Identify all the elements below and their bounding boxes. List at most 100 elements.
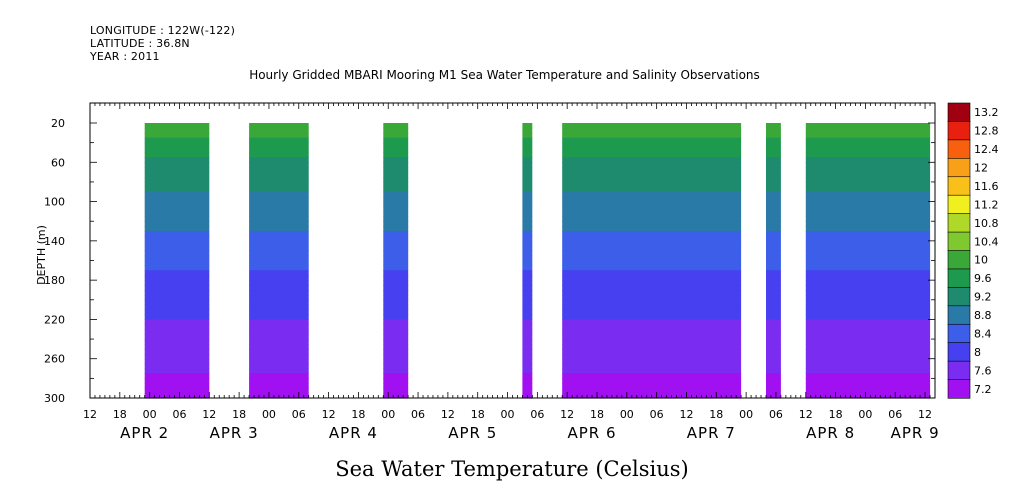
contour-band bbox=[766, 309, 781, 316]
contour-band bbox=[249, 260, 309, 266]
colorbar-tick-label: 9.6 bbox=[974, 272, 992, 285]
contour-band bbox=[805, 231, 931, 237]
contour-band bbox=[522, 344, 533, 350]
contour-band bbox=[805, 383, 931, 389]
contour-band bbox=[766, 186, 781, 193]
contour-band bbox=[805, 260, 931, 266]
contour-band bbox=[805, 324, 931, 330]
contour-band bbox=[562, 275, 742, 281]
x-hour-tick-label: 00 bbox=[262, 408, 276, 421]
colorbar-swatch bbox=[947, 176, 971, 196]
contour-band bbox=[522, 181, 533, 188]
colorbar-tick-label: 12.4 bbox=[974, 143, 999, 156]
contour-band bbox=[249, 221, 309, 227]
contour-band bbox=[383, 211, 409, 217]
contour-band bbox=[249, 290, 309, 296]
contour-band bbox=[805, 157, 931, 163]
contour-band bbox=[805, 123, 931, 129]
contour-band bbox=[383, 181, 409, 188]
contour-band bbox=[522, 221, 533, 227]
chart-title: Hourly Gridded MBARI Mooring M1 Sea Wate… bbox=[249, 68, 760, 82]
contour-band bbox=[383, 339, 409, 345]
contour-band bbox=[144, 157, 210, 163]
contour-band bbox=[249, 378, 309, 384]
colorbar-tick-label: 8.4 bbox=[974, 327, 992, 340]
axes: 12 18 00 06 12 18 00 06 12 18 00 06 12 18 00 06 12 18 00 06… bbox=[44, 102, 940, 442]
x-hour-tick-label: 06 bbox=[769, 408, 783, 421]
contour-band bbox=[522, 378, 533, 384]
contour-band bbox=[249, 137, 309, 144]
contour-band bbox=[562, 172, 742, 178]
contour-band bbox=[562, 157, 742, 163]
contour-band bbox=[383, 191, 409, 198]
contour-band bbox=[562, 260, 742, 266]
contour-band bbox=[144, 324, 210, 330]
data-segment-6 bbox=[766, 123, 781, 399]
contour-band bbox=[522, 260, 533, 266]
contour-band bbox=[562, 250, 742, 257]
contour-band bbox=[383, 294, 409, 301]
contour-band bbox=[805, 177, 931, 183]
x-hour-tick-label: 06 bbox=[172, 408, 186, 421]
contour-band bbox=[766, 240, 781, 247]
colorbar-tick-label: 12.8 bbox=[974, 125, 999, 138]
colorbar-swatch bbox=[947, 121, 971, 141]
contour-band bbox=[383, 226, 409, 232]
contour-band bbox=[562, 378, 742, 384]
contour-band bbox=[562, 294, 742, 301]
contour-band bbox=[383, 172, 409, 178]
contour-band bbox=[562, 309, 742, 316]
contour-band bbox=[805, 334, 931, 340]
contour-band bbox=[805, 206, 931, 212]
contour-band bbox=[766, 235, 781, 242]
contour-band bbox=[562, 186, 742, 193]
contour-band bbox=[562, 265, 742, 271]
contour-band bbox=[522, 304, 533, 311]
colorbar-swatch bbox=[947, 305, 971, 325]
contour-band bbox=[766, 181, 781, 188]
colorbar-tick-label: 8.8 bbox=[974, 309, 992, 322]
contour-band bbox=[383, 206, 409, 212]
contour-band bbox=[144, 368, 210, 374]
contour-band bbox=[383, 137, 409, 144]
x-hour-tick-label: 00 bbox=[381, 408, 395, 421]
x-day-label: APR 2 bbox=[120, 424, 169, 442]
contour-band bbox=[249, 388, 309, 394]
contour-band bbox=[805, 245, 931, 252]
contour-band bbox=[144, 299, 210, 306]
contour-band bbox=[562, 348, 742, 355]
contour-band bbox=[383, 196, 409, 203]
contour-band bbox=[522, 339, 533, 345]
contour-band bbox=[144, 348, 210, 355]
contour-band bbox=[766, 245, 781, 252]
contour-band bbox=[249, 245, 309, 252]
contour-band bbox=[522, 167, 533, 173]
contour-band bbox=[562, 304, 742, 311]
contour-band bbox=[562, 324, 742, 330]
colorbar-swatch bbox=[947, 268, 971, 288]
contour-band bbox=[383, 260, 409, 266]
contour-band bbox=[766, 255, 781, 262]
contour-band bbox=[383, 314, 409, 320]
x-hour-tick-label: 12 bbox=[322, 408, 336, 421]
contour-band bbox=[562, 319, 742, 325]
contour-band bbox=[766, 206, 781, 212]
contour-band bbox=[805, 235, 931, 242]
data-segment-2 bbox=[249, 123, 309, 399]
contour-band bbox=[383, 368, 409, 374]
contour-band bbox=[522, 162, 533, 168]
contour-band bbox=[562, 226, 742, 232]
contour-band bbox=[766, 231, 781, 237]
contour-band bbox=[144, 275, 210, 281]
contour-band bbox=[766, 142, 781, 149]
contour-band bbox=[562, 314, 742, 320]
contour-band bbox=[383, 201, 409, 208]
contour-band bbox=[522, 245, 533, 252]
data-segment-5 bbox=[562, 123, 742, 399]
contour-band bbox=[144, 329, 210, 335]
contour-band bbox=[144, 363, 210, 370]
x-day-label: APR 9 bbox=[891, 424, 940, 442]
y-tick-label: 220 bbox=[44, 313, 65, 326]
contour-band bbox=[522, 319, 533, 325]
contour-band bbox=[766, 353, 781, 360]
